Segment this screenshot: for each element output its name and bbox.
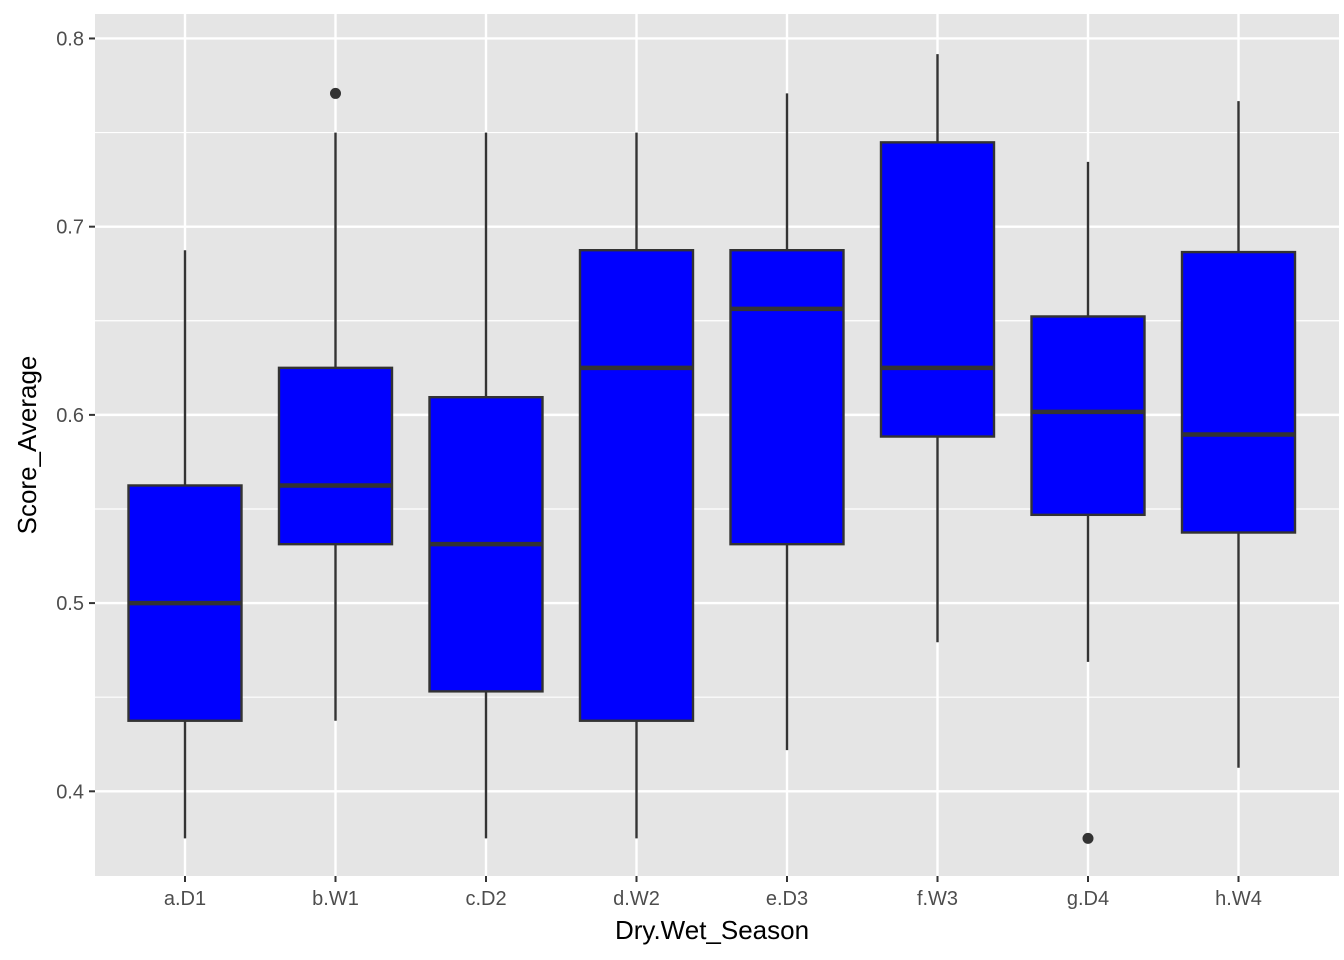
box-e.D3 — [729, 93, 845, 751]
box-iqr — [879, 141, 996, 438]
box-iqr — [277, 366, 394, 546]
x-tick-label: b.W1 — [312, 888, 359, 910]
x-tick-label: h.W4 — [1215, 888, 1262, 910]
box-iqr — [578, 249, 695, 722]
x-tick-label: f.W3 — [917, 888, 958, 910]
outlier-point — [1082, 832, 1094, 844]
x-tick-label: c.D2 — [465, 888, 506, 910]
box-d.W2 — [578, 132, 695, 839]
x-tick-label: e.D3 — [766, 888, 808, 910]
y-axis-title: Score_Average — [12, 356, 42, 535]
y-tick-label: 0.6 — [56, 405, 84, 427]
x-tick-label: a.D1 — [164, 888, 206, 910]
box-iqr — [729, 249, 845, 546]
box-a.D1 — [127, 250, 243, 839]
y-tick-label: 0.5 — [56, 593, 84, 615]
x-axis: a.D1 b.W1 c.D2 d.W2 e.D3 f.W3 g.D4 h.W4 — [164, 876, 1262, 910]
y-axis: 0.4 0.5 0.6 0.7 0.8 — [56, 28, 95, 803]
outlier-point — [330, 87, 341, 99]
y-tick-label: 0.7 — [56, 217, 84, 239]
box-b.W1 — [277, 87, 394, 721]
box-f.W3 — [879, 54, 996, 643]
box-iqr — [1030, 315, 1146, 517]
box-iqr — [1180, 250, 1297, 534]
y-tick-label: 0.8 — [56, 28, 84, 50]
x-axis-title: Dry.Wet_Season — [615, 915, 809, 945]
x-tick-label: g.D4 — [1067, 888, 1109, 910]
box-c.D2 — [428, 132, 544, 839]
x-tick-label: d.W2 — [613, 888, 660, 910]
y-tick-label: 0.4 — [56, 781, 84, 803]
box-series — [127, 54, 1297, 844]
box-h.W4 — [1180, 101, 1297, 768]
box-g.D4 — [1030, 161, 1146, 844]
